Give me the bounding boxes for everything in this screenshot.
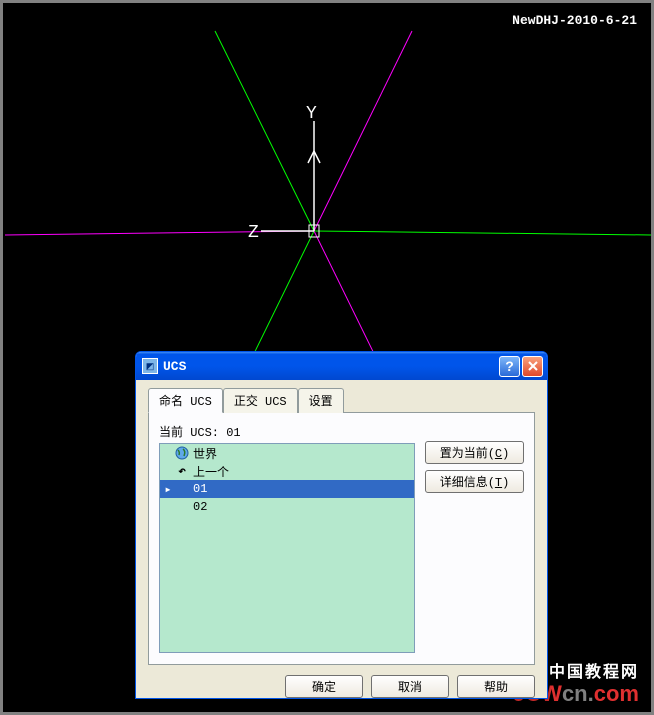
list-item-02[interactable]: 02	[160, 498, 414, 516]
blank-icon	[174, 499, 190, 515]
titlebar-help-button[interactable]: ?	[499, 356, 520, 377]
list-item-label: 02	[193, 500, 207, 514]
set-current-button[interactable]: 置为当前(C)	[425, 441, 524, 464]
dialog-footer: 确定 取消 帮助	[136, 675, 547, 698]
titlebar[interactable]: ◩ UCS ?	[136, 352, 547, 380]
app-icon: ◩	[142, 358, 158, 374]
close-button[interactable]	[522, 356, 543, 377]
tab-panel: 当前 UCS: 01 世界 ↶	[148, 413, 535, 665]
close-icon	[527, 360, 539, 372]
tab-settings[interactable]: 设置	[298, 388, 344, 413]
list-item-label: 01	[193, 482, 207, 496]
ucs-dialog: ◩ UCS ? 命名 UCS 正交 UCS 设置	[135, 351, 548, 699]
tab-named-ucs[interactable]: 命名 UCS	[148, 388, 223, 413]
ucs-list[interactable]: 世界 ↶ 上一个 ▸ 01	[159, 443, 415, 653]
list-item-world[interactable]: 世界	[160, 444, 414, 462]
blank-icon	[174, 481, 190, 497]
list-item-previous[interactable]: ↶ 上一个	[160, 462, 414, 480]
watermark-top: NewDHJ-2010-6-21	[512, 13, 637, 28]
current-ucs-label: 当前 UCS: 01	[159, 423, 415, 440]
z-axis-label: Z	[248, 223, 259, 243]
cad-viewport: Y Z NewDHJ-2010-6-21 中国教程网 JCWcn.com ◩ U…	[3, 3, 651, 712]
details-button[interactable]: 详细信息(T)	[425, 470, 524, 493]
list-item-01[interactable]: ▸ 01	[160, 480, 414, 498]
help-button[interactable]: 帮助	[457, 675, 535, 698]
list-item-label: 上一个	[193, 463, 229, 480]
ok-button[interactable]: 确定	[285, 675, 363, 698]
list-item-label: 世界	[193, 445, 217, 462]
dialog-title: UCS	[163, 359, 499, 374]
tab-ortho-ucs[interactable]: 正交 UCS	[223, 388, 298, 413]
cancel-button[interactable]: 取消	[371, 675, 449, 698]
globe-icon	[174, 445, 190, 461]
tab-strip: 命名 UCS 正交 UCS 设置	[148, 388, 535, 413]
back-arrow-icon: ↶	[174, 463, 190, 479]
y-axis-label: Y	[306, 104, 317, 124]
